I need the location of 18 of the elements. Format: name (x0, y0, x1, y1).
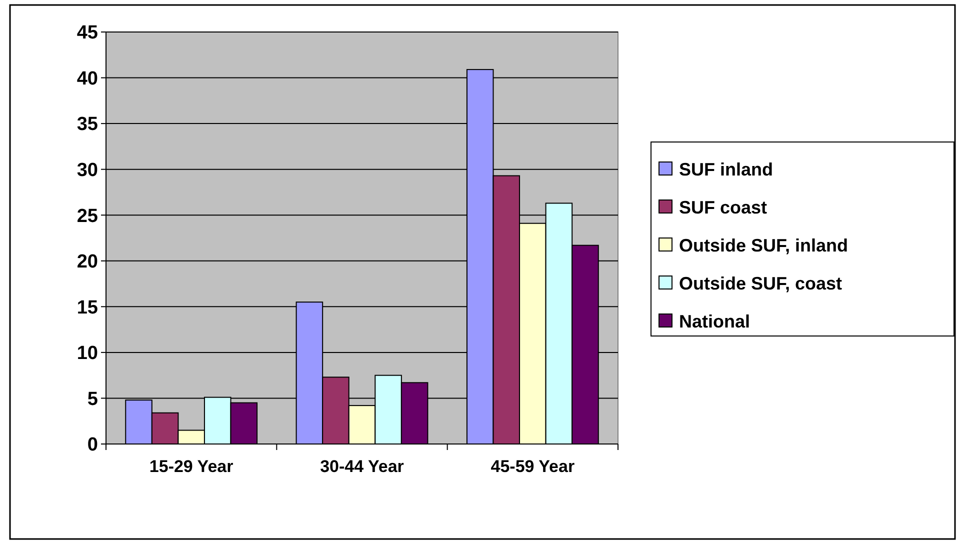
y-tick-label: 25 (76, 206, 98, 227)
y-tick-label: 0 (87, 434, 98, 456)
y-tick-label: 45 (76, 22, 98, 44)
legend-label: SUF coast (679, 197, 768, 218)
x-tick-label: 45-59 Year (490, 457, 575, 476)
x-tick-label: 30-44 Year (320, 457, 404, 476)
y-tick-label: 40 (76, 68, 98, 90)
y-tick-label: 20 (76, 252, 98, 273)
legend-label: SUF inland (679, 159, 773, 180)
y-tick-label: 30 (76, 160, 98, 181)
y-tick-label: 35 (76, 114, 98, 136)
y-tick-label: 10 (76, 343, 98, 364)
x-tick-label: 15-29 Year (149, 457, 234, 476)
legend-label: Outside SUF, coast (679, 273, 842, 294)
legend-label: National (679, 311, 750, 332)
legend-label: Outside SUF, inland (679, 235, 848, 256)
y-tick-label: 15 (76, 297, 98, 318)
y-tick-label: 5 (87, 388, 98, 410)
